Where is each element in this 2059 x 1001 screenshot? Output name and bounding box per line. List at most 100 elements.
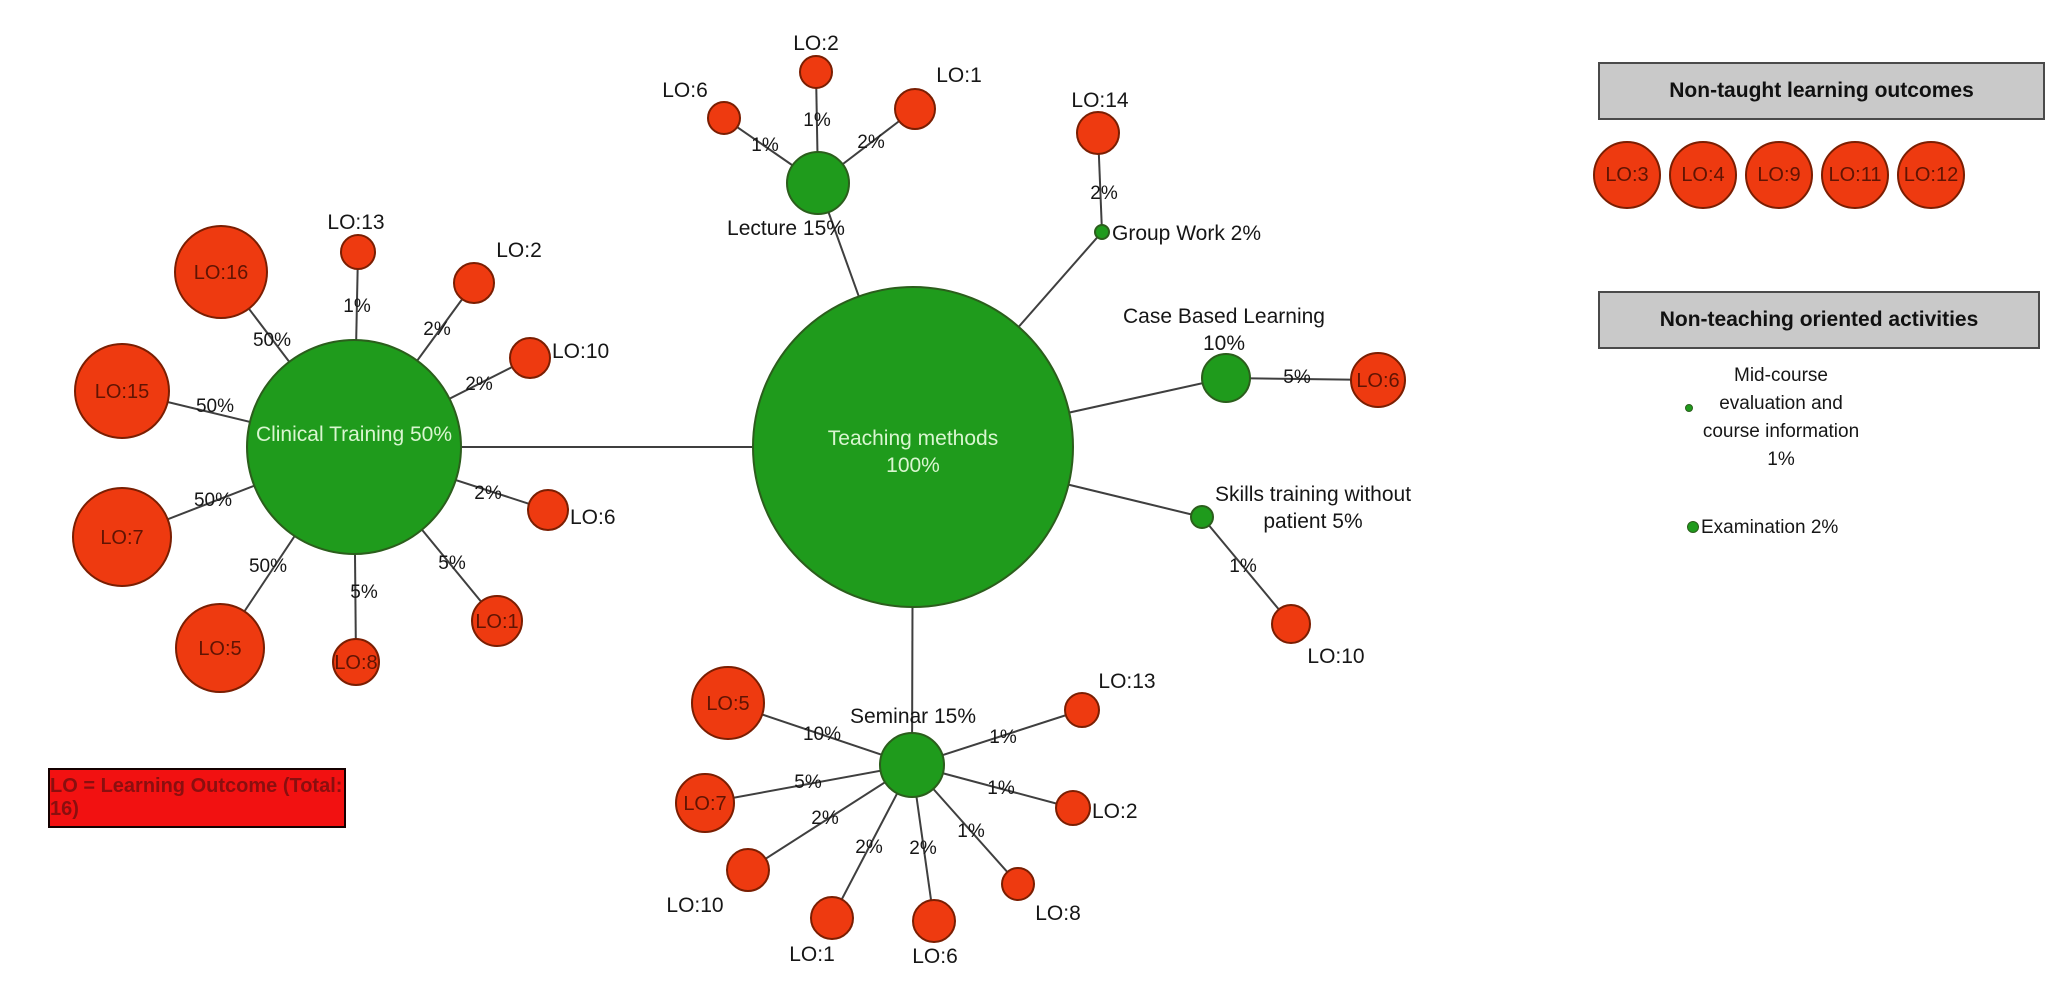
non-teaching-activities-title: Non-teaching oriented activities [1659, 308, 1979, 331]
lo8-label: LO:8 [1035, 902, 1081, 925]
node-seminar [879, 732, 945, 798]
node-lecture [786, 151, 850, 215]
activity-examination: Examination 2% [1701, 517, 1838, 539]
case-based-learning-label: 10% [1203, 332, 1245, 355]
non-taught-outcome-label: LO:3 [1605, 163, 1649, 186]
node-seminar-lo1 [810, 896, 854, 940]
non-taught-outcomes-row: LO:3 LO:4 LO:9 LO:11 LO:12 [1593, 141, 1965, 209]
edge-pct-skills-training-without-patient-lo10: 1% [1229, 556, 1257, 577]
lo13-label: LO:13 [1098, 670, 1155, 693]
edge-pct-seminar-lo8: 1% [957, 821, 985, 842]
lo14-label: LO:14 [1071, 89, 1129, 112]
activity-examination-label: Examination 2% [1701, 517, 1839, 538]
node-seminar-lo5 [691, 666, 765, 740]
node-clinical-training-lo7 [72, 487, 172, 587]
edge-pct-clinical-training-lo13: 1% [343, 296, 371, 317]
edge-pct-clinical-training-lo16: 50% [253, 330, 291, 351]
non-taught-outcome: LO:4 [1669, 141, 1737, 209]
lo2-label: LO:2 [1092, 800, 1138, 823]
lo5-label: LO:5 [706, 693, 749, 715]
teaching-methods-label: 100% [886, 454, 940, 477]
edge-pct-clinical-training-lo2: 2% [423, 319, 451, 340]
node-seminar-lo8 [1001, 867, 1035, 901]
node-seminar-lo7 [675, 773, 735, 833]
lo7-label: LO:7 [683, 793, 726, 815]
node-seminar-lo10 [726, 848, 770, 892]
edge-pct-lecture-lo1: 2% [857, 132, 885, 153]
non-taught-outcome: LO:11 [1821, 141, 1889, 209]
legend-box: LO = Learning Outcome (Total: 16) [48, 768, 346, 828]
lo7-label: LO:7 [100, 527, 143, 549]
lo1-label: LO:1 [789, 943, 835, 966]
non-taught-outcome-label: LO:9 [1757, 163, 1801, 186]
group-work-label: Group Work 2% [1112, 222, 1261, 245]
clinical-training-label: Clinical Training 50% [256, 423, 452, 446]
node-lecture-lo1 [894, 88, 936, 130]
edge-pct-seminar-lo2: 1% [987, 778, 1015, 799]
node-group-work [1094, 224, 1110, 240]
activity-midcourse-line: Mid-course [1734, 365, 1828, 386]
edge-pct-clinical-training-lo7: 50% [194, 490, 232, 511]
lo10-label: LO:10 [1307, 645, 1364, 668]
edge-pct-seminar-lo10: 2% [811, 808, 839, 829]
examination-dot-icon [1687, 521, 1699, 533]
case-based-learning-label: Case Based Learning [1123, 305, 1325, 328]
lo8-label: LO:8 [334, 652, 377, 674]
node-clinical-training-lo15 [74, 343, 170, 439]
activity-midcourse-line: course information [1702, 421, 1860, 442]
edge-pct-clinical-training-lo6: 2% [474, 483, 502, 504]
lo10-label: LO:10 [552, 340, 609, 363]
edge-pct-case-based-learning-lo6: 5% [1283, 367, 1311, 388]
seminar-label: Seminar 15% [850, 705, 976, 728]
lo1-label: LO:1 [936, 64, 982, 87]
lo6-label: LO:6 [570, 506, 616, 529]
node-clinical-training-lo5 [175, 603, 265, 693]
node-clinical-training-lo16 [174, 225, 268, 319]
edge-pct-clinical-training-lo8: 5% [350, 582, 378, 603]
node-clinical-training-lo13 [340, 234, 376, 270]
skills-training-without-patient-label: Skills training without [1215, 483, 1411, 506]
edge-seminar-lo7 [704, 764, 913, 804]
non-taught-outcomes-header: Non-taught learning outcomes [1598, 62, 2045, 120]
edge-pct-seminar-lo5: 10% [803, 724, 841, 745]
node-group-work-lo14 [1076, 111, 1120, 155]
lo2-label: LO:2 [793, 32, 839, 55]
lo15-label: LO:15 [95, 381, 149, 403]
node-clinical-training-lo10 [509, 337, 551, 379]
edge-pct-clinical-training-lo5: 50% [249, 556, 287, 577]
node-teaching-methods [752, 286, 1074, 608]
lo10-label: LO:10 [666, 894, 723, 917]
activity-midcourse-line: 1% [1767, 449, 1795, 470]
edge-pct-group-work-lo14: 2% [1090, 183, 1118, 204]
node-lecture-lo2 [799, 55, 833, 89]
node-clinical-training-lo8 [332, 638, 380, 686]
edge-pct-seminar-lo13: 1% [989, 727, 1017, 748]
teaching-methods-label: Teaching methods [828, 427, 998, 450]
lo6-label: LO:6 [912, 945, 958, 968]
non-taught-outcome: LO:12 [1897, 141, 1965, 209]
node-seminar-lo13 [1064, 692, 1100, 728]
lo1-label: LO:1 [475, 611, 518, 633]
edge-pct-seminar-lo1: 2% [855, 837, 883, 858]
lo6-label: LO:6 [1356, 370, 1399, 392]
node-skills-training-without-patient [1190, 505, 1214, 529]
edge-pct-clinical-training-lo1: 5% [438, 553, 466, 574]
non-taught-outcome-label: LO:4 [1681, 163, 1725, 186]
activity-midcourse: Mid-course evaluation and course informati… [1690, 362, 1872, 474]
non-teaching-activities-header: Non-teaching oriented activities [1598, 291, 2040, 349]
node-skills-training-without-patient-lo10 [1271, 604, 1311, 644]
node-case-based-learning [1201, 353, 1251, 403]
lo6-label: LO:6 [662, 79, 708, 102]
legend-text: LO = Learning Outcome (Total: 16) [50, 775, 343, 820]
activity-midcourse-line: evaluation and [1719, 393, 1843, 414]
edge-pct-clinical-training-lo10: 2% [465, 374, 493, 395]
node-case-based-learning-lo6 [1350, 352, 1406, 408]
edge-pct-lecture-lo6: 1% [751, 135, 779, 156]
non-taught-outcome: LO:3 [1593, 141, 1661, 209]
non-taught-outcome: LO:9 [1745, 141, 1813, 209]
node-clinical-training-lo2 [453, 262, 495, 304]
edge-pct-seminar-lo7: 5% [794, 772, 822, 793]
node-clinical-training-lo1 [471, 595, 523, 647]
